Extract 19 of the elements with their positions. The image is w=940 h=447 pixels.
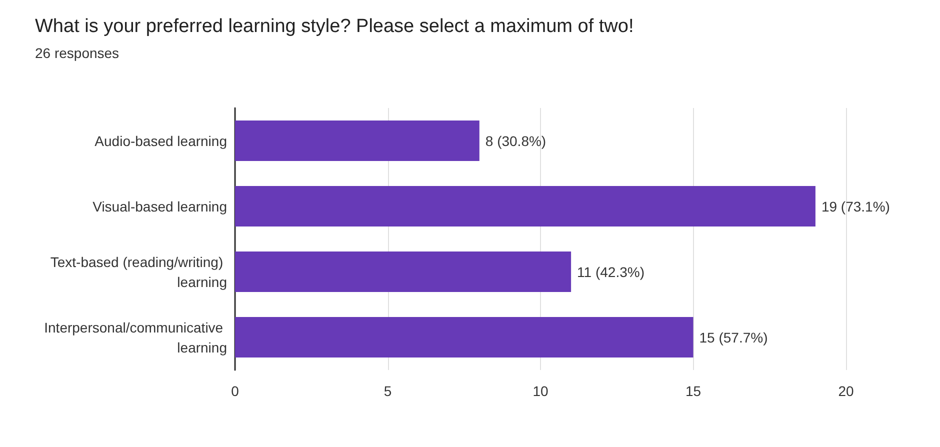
y-tick-label: Audio-based learning bbox=[94, 132, 227, 149]
text: 26 responses bbox=[35, 45, 120, 61]
data-label: 11 (42.3%) bbox=[577, 264, 645, 280]
data-label: 19 (73.1%) bbox=[821, 198, 890, 214]
x-tick-label: 0 bbox=[231, 383, 240, 399]
bar bbox=[235, 316, 694, 358]
y-tick-label: Text-based (reading/writing) learning bbox=[50, 254, 227, 290]
x-tick-label: 20 bbox=[838, 383, 854, 399]
bar bbox=[235, 251, 572, 292]
data-label: 8 (30.8%) bbox=[485, 132, 546, 149]
y-tick-label: Visual-based learning bbox=[92, 198, 227, 214]
x-tick-label: 10 bbox=[532, 383, 548, 399]
chart-title: What is your preferred learning style? Please select a maximum of two! bbox=[35, 16, 634, 37]
data-label: 15 (57.7%) bbox=[699, 329, 768, 346]
y-tick-label: Interpersonal/communicative learning bbox=[44, 319, 227, 356]
x-tick-label: 5 bbox=[384, 383, 392, 399]
bar bbox=[235, 186, 816, 227]
x-tick-label: 15 bbox=[685, 383, 702, 399]
bar bbox=[235, 120, 480, 162]
